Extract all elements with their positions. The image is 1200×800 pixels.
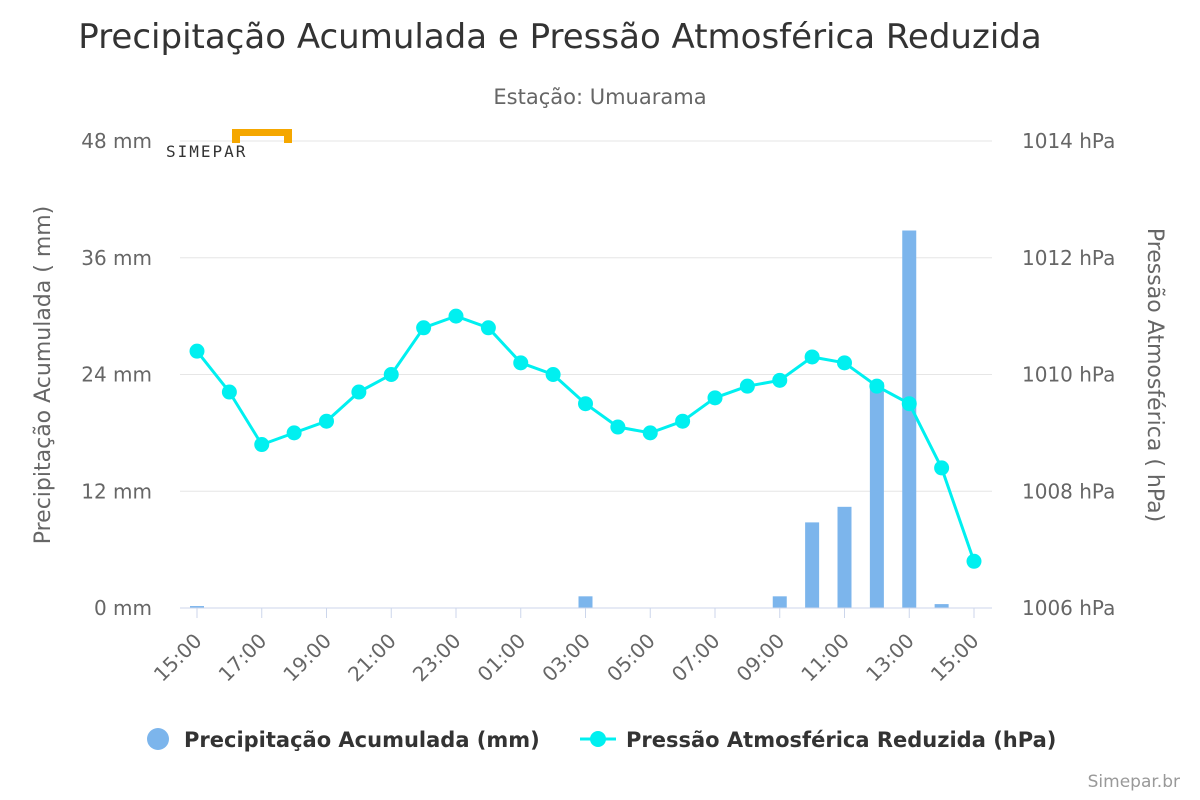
precipitation-bar: [902, 230, 917, 608]
logo-text: SIMEPAR: [166, 142, 247, 161]
pressure-line: [195, 314, 976, 562]
pressure-point: [286, 425, 302, 441]
simepar-logo: SIMEPAR: [166, 129, 292, 161]
pressure-line-series: [189, 308, 982, 569]
x-tick-label: 05:00: [602, 629, 660, 687]
chart-title: Precipitação Acumulada e Pressão Atmosfé…: [78, 17, 1041, 57]
x-tick-label: 21:00: [343, 629, 401, 687]
x-tick-label: 07:00: [667, 629, 725, 687]
y-left-tick-label: 12 mm: [81, 479, 152, 503]
pressure-point: [221, 384, 237, 400]
precipitation-bar: [578, 596, 593, 608]
y-right-tick-label: 1010 hPa: [1022, 363, 1115, 387]
x-tick-label: 19:00: [278, 629, 336, 687]
x-tick-label: 11:00: [796, 629, 854, 687]
pressure-point: [901, 396, 917, 412]
pressure-point: [610, 419, 626, 435]
x-tick-label: 01:00: [473, 629, 531, 687]
logo-accent-left: [232, 129, 240, 143]
credit-link[interactable]: Simepar.br: [1088, 772, 1180, 792]
pressure-point: [934, 460, 950, 476]
legend-item-precipitation[interactable]: Precipitação Acumulada (mm): [147, 728, 540, 752]
precipitation-bars: [190, 230, 949, 608]
chart-subtitle: Estação: Umuarama: [493, 85, 706, 109]
x-tick-label: 17:00: [214, 629, 272, 687]
pressure-point: [966, 553, 982, 569]
y-left-tick-label: 24 mm: [81, 363, 152, 387]
y-left-tick-label: 36 mm: [81, 246, 152, 270]
pressure-point: [707, 390, 723, 406]
precipitation-bar: [934, 604, 949, 608]
axes: 0 mm 12 mm 24 mm 36 mm 48 mm 1006 hPa 1008 hPa…: [81, 129, 1115, 686]
x-tick-label: 13:00: [861, 629, 919, 687]
precipitation-bar: [869, 382, 884, 608]
pressure-point: [739, 378, 755, 394]
pressure-point: [837, 355, 852, 371]
legend[interactable]: Precipitação Acumulada (mm) Pressão Atmo…: [147, 728, 1056, 752]
legend-marker-precipitation: [147, 728, 169, 750]
pressure-point: [416, 320, 432, 336]
pressure-point: [578, 396, 593, 412]
y-right-tick-label: 1006 hPa: [1022, 596, 1115, 620]
precipitation-bar: [190, 606, 204, 608]
grid-lines: [180, 140, 992, 492]
pressure-point: [189, 343, 205, 359]
precipitation-bar: [837, 506, 852, 608]
pressure-point: [772, 372, 788, 388]
precipitation-bar: [772, 596, 787, 608]
pressure-point: [351, 384, 367, 400]
x-tick-label: 15:00: [149, 629, 207, 687]
pressure-point: [642, 425, 658, 441]
logo-accent-right: [284, 129, 292, 143]
x-tick-label: 23:00: [408, 629, 466, 687]
y-right-axis-title: Pressão Atmosférica ( hPa): [1142, 228, 1167, 522]
pressure-point: [869, 378, 885, 394]
pressure-point: [319, 413, 334, 429]
y-left-axis-title: Precipitação Acumulada ( mm): [31, 206, 56, 545]
y-right-tick-label: 1012 hPa: [1022, 246, 1115, 270]
pressure-point: [383, 367, 399, 382]
precipitation-bar: [805, 522, 820, 608]
y-left-tick-label: 0 mm: [94, 596, 152, 620]
pressure-point: [675, 413, 691, 429]
pressure-point: [254, 437, 270, 453]
logo-accent-bar: [232, 129, 292, 136]
pressure-point: [513, 355, 529, 371]
legend-label-precipitation: Precipitação Acumulada (mm): [184, 728, 540, 752]
x-tick-label: 03:00: [537, 629, 595, 687]
y-left-tick-label: 48 mm: [81, 129, 152, 153]
pressure-point: [804, 349, 820, 365]
legend-marker-pressure: [590, 731, 606, 747]
pressure-point: [545, 367, 561, 382]
y-right-tick-label: 1008 hPa: [1022, 479, 1115, 503]
y-right-tick-label: 1014 hPa: [1022, 129, 1115, 153]
x-tick-label: 15:00: [926, 629, 984, 687]
x-tick-label: 09:00: [732, 629, 790, 687]
legend-item-pressure[interactable]: Pressão Atmosférica Reduzida (hPa): [580, 728, 1056, 752]
pressure-point: [480, 320, 496, 336]
legend-label-pressure: Pressão Atmosférica Reduzida (hPa): [626, 728, 1056, 752]
pressure-point: [448, 308, 464, 324]
